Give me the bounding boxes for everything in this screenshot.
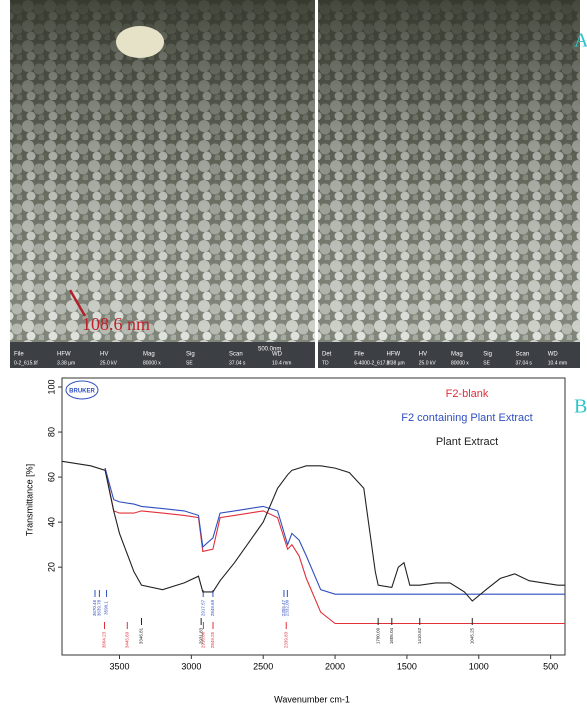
page: 108.6 nm A 500.0nm BRUKER B Wavenumber c…: [0, 0, 587, 714]
peak-label: 3445.69: [124, 631, 129, 648]
peak-label: 3639.78: [97, 599, 102, 616]
x-tick-label: 1000: [469, 661, 489, 671]
info-value: TD: [322, 360, 329, 366]
info-header: HV: [100, 352, 108, 358]
info-value: 0-2_615.tif: [14, 360, 38, 366]
info-header: HFW: [57, 352, 71, 358]
x-tick-label: 3000: [181, 661, 201, 671]
peak-label: 2339.83: [283, 631, 288, 648]
info-header: File: [354, 352, 364, 358]
info-header: HFW: [387, 352, 401, 358]
peak-label: 3604.23: [102, 631, 107, 648]
x-tick-label: 3500: [109, 661, 129, 671]
x-tick-label: 2000: [325, 661, 345, 671]
legend-entry: F2-blank: [446, 388, 489, 400]
info-value: 3.38 µm: [387, 360, 405, 366]
info-header: Sig: [483, 352, 492, 358]
info-value: 10.4 mm: [548, 360, 567, 366]
peak-label: 2849.25: [210, 631, 215, 648]
panel-label: B: [574, 396, 587, 418]
panel-label: A: [574, 30, 587, 52]
peak-label: 2931.83: [198, 627, 203, 644]
info-value: SE: [186, 360, 193, 366]
sem-shade: [318, 0, 580, 342]
peak-label: 1045.25: [469, 627, 474, 644]
y-tick-label: 60: [46, 472, 56, 482]
info-value: 10.4 mm: [272, 360, 291, 366]
info-value: 37.04 s: [229, 360, 246, 366]
peak-label: 1605.04: [389, 627, 394, 644]
legend-entry: Plant Extract: [436, 436, 498, 448]
info-header: WD: [272, 352, 283, 358]
info-header: Det: [322, 352, 332, 358]
sem-panel: 108.6 nm A 500.0nm: [10, 0, 587, 368]
info-value: SE: [483, 360, 490, 366]
peak-label: 1700.09: [375, 627, 380, 644]
y-axis-label: Transmittance [%]: [24, 464, 34, 536]
peak-label: 2849.69: [210, 599, 215, 616]
size-annotation: 108.6 nm: [82, 314, 150, 334]
info-header: Mag: [451, 352, 463, 358]
info-value: 3.38 µm: [57, 360, 75, 366]
info-value: 25.0 kV: [100, 360, 118, 366]
info-header: WD: [548, 352, 559, 358]
peak-label: 3590.1: [104, 601, 109, 615]
figure: 108.6 nm A 500.0nm BRUKER B Wavenumber c…: [0, 0, 587, 714]
info-value: 25.0 kV: [419, 360, 437, 366]
y-tick-label: 40: [46, 517, 56, 527]
legend-entry: F2 containing Plant Extract: [401, 412, 532, 424]
particle: [116, 26, 164, 58]
x-tick-label: 1500: [397, 661, 417, 671]
peak-label: 1410.62: [417, 627, 422, 644]
y-tick-label: 20: [46, 562, 56, 572]
info-header: File: [14, 352, 24, 358]
logo-text: BRUKER: [69, 389, 95, 395]
peak-label: 2332.00: [285, 599, 290, 616]
peak-label: 2917.57: [200, 599, 205, 616]
ftir-chart: BRUKER B Wavenumber cm-1 Transmittance […: [24, 378, 587, 704]
y-tick-label: 80: [46, 427, 56, 437]
info-header: Sig: [186, 352, 195, 358]
x-tick-label: 2500: [253, 661, 273, 671]
sem-shade: [10, 0, 315, 342]
peak-label: 3346.81: [139, 627, 144, 644]
info-header: Scan: [516, 352, 530, 358]
y-tick-label: 100: [46, 379, 56, 394]
info-header: Scan: [229, 352, 243, 358]
info-header: Mag: [143, 352, 155, 358]
info-value: 37.04 s: [516, 360, 533, 366]
x-tick-label: 500: [543, 661, 558, 671]
x-axis-label: Wavenumber cm-1: [274, 694, 350, 704]
info-value: 80000 x: [143, 360, 161, 366]
info-value: 80000 x: [451, 360, 469, 366]
info-header: HV: [419, 352, 427, 358]
